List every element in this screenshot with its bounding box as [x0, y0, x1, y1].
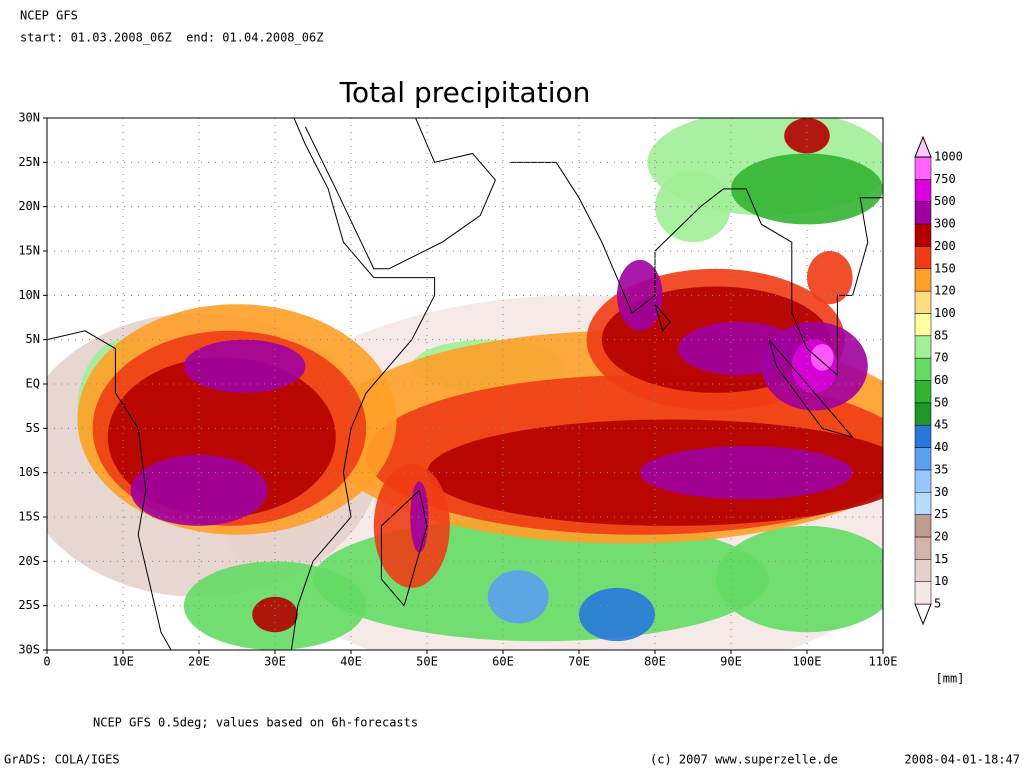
software-label: GrADS: COLA/IGES [4, 753, 120, 767]
lat-label: 5S [26, 421, 40, 435]
legend-swatch [914, 559, 932, 582]
legend-label: 300 [934, 217, 956, 231]
lon-label: 40E [340, 655, 362, 669]
map-frame [46, 117, 884, 651]
legend-label: 1000 [934, 150, 963, 164]
legend-label: 35 [934, 462, 948, 476]
legend-label: 10 [934, 574, 948, 588]
legend-swatch [914, 223, 932, 247]
legend-label: 15 [934, 552, 948, 566]
legend-swatch [914, 581, 932, 605]
footer-note: NCEP GFS 0.5deg; values based on 6h-fore… [93, 716, 418, 730]
lat-label: 20S [18, 554, 40, 568]
lat-label: 25S [18, 598, 40, 612]
legend-swatch [914, 179, 932, 202]
legend-label: 25 [934, 507, 948, 521]
lat-label: 20N [18, 199, 40, 213]
precip-area [617, 259, 663, 331]
precip-area [130, 454, 268, 526]
legend-label: 500 [934, 194, 956, 208]
coastline [380, 490, 428, 607]
coastline [510, 161, 883, 377]
coastline [654, 303, 671, 332]
legend-swatch [914, 447, 932, 471]
legend-swatch [914, 380, 932, 404]
legend-swatch [914, 290, 932, 314]
coastline [304, 118, 496, 270]
legend-triangle [914, 603, 932, 626]
legend-swatch [914, 469, 932, 493]
legend-label: 750 [934, 172, 956, 186]
precip-area [579, 587, 655, 642]
legend-swatch [914, 156, 932, 180]
legend-label: 70 [934, 351, 948, 365]
precip-area [487, 570, 549, 624]
lat-label: 30S [18, 643, 40, 657]
legend-label: 30 [934, 485, 948, 499]
precip-area [639, 446, 853, 500]
legend-triangle [914, 135, 932, 158]
legend-label: 45 [934, 418, 948, 432]
lat-label: 10N [18, 288, 40, 302]
legend-label: 60 [934, 373, 948, 387]
legend-label: 40 [934, 440, 948, 454]
model-label: NCEP GFS [20, 9, 78, 23]
legend-swatch [914, 424, 932, 448]
legend-swatch [914, 246, 932, 269]
lon-label: 10E [112, 655, 134, 669]
lat-label: 25N [18, 155, 40, 169]
legend-swatch [914, 514, 932, 538]
legend-label: 50 [934, 395, 948, 409]
precip-area [810, 344, 834, 371]
lon-label: 70E [568, 655, 590, 669]
legend-swatch [914, 201, 932, 225]
legend-swatch [914, 536, 932, 560]
legend-swatch [914, 492, 932, 515]
copyright-label: (c) 2007 www.superzelle.de [650, 753, 838, 767]
lon-label: 20E [188, 655, 210, 669]
legend-label: 200 [934, 239, 956, 253]
lon-label: 0 [43, 655, 50, 669]
precip-area [807, 251, 853, 305]
legend-label: 120 [934, 284, 956, 298]
lon-label: 100E [793, 655, 822, 669]
legend-swatch [914, 357, 932, 381]
precip-area [655, 171, 731, 243]
lon-label: 50E [416, 655, 438, 669]
lat-label: 10S [18, 465, 40, 479]
period-label: start: 01.03.2008_06Z end: 01.04.2008_06… [20, 31, 323, 45]
legend-swatch [914, 402, 932, 426]
lat-label: EQ [26, 377, 40, 391]
lon-label: 60E [492, 655, 514, 669]
lon-label: 30E [264, 655, 286, 669]
unit-label: [mm] [936, 672, 965, 686]
lat-label: 15S [18, 510, 40, 524]
legend-swatch [914, 313, 932, 337]
precip-area [252, 596, 298, 633]
legend-label: 150 [934, 261, 956, 275]
lat-label: 5N [26, 332, 40, 346]
precip-area [183, 339, 306, 393]
legend-label: 20 [934, 529, 948, 543]
legend-label: 85 [934, 328, 948, 342]
lon-label: 90E [720, 655, 742, 669]
legend-swatch [914, 268, 932, 292]
lon-label: 80E [644, 655, 666, 669]
lon-label: 110E [869, 655, 898, 669]
lat-label: 15N [18, 244, 40, 258]
map-title: Total precipitation [339, 76, 591, 109]
legend-label: 5 [934, 597, 941, 611]
precip-field [47, 118, 883, 650]
precip-area [715, 525, 883, 633]
colorbar: 5 10 15 20 25 30 35 40 45 50 60 70 85 100 120 150 200 300… [914, 135, 963, 626]
legend-label: 100 [934, 306, 956, 320]
legend-swatch [914, 335, 932, 359]
timestamp-label: 2008-04-01-18:47 [904, 753, 1020, 767]
precip-area [784, 118, 830, 154]
lat-label: 30N [18, 111, 40, 125]
